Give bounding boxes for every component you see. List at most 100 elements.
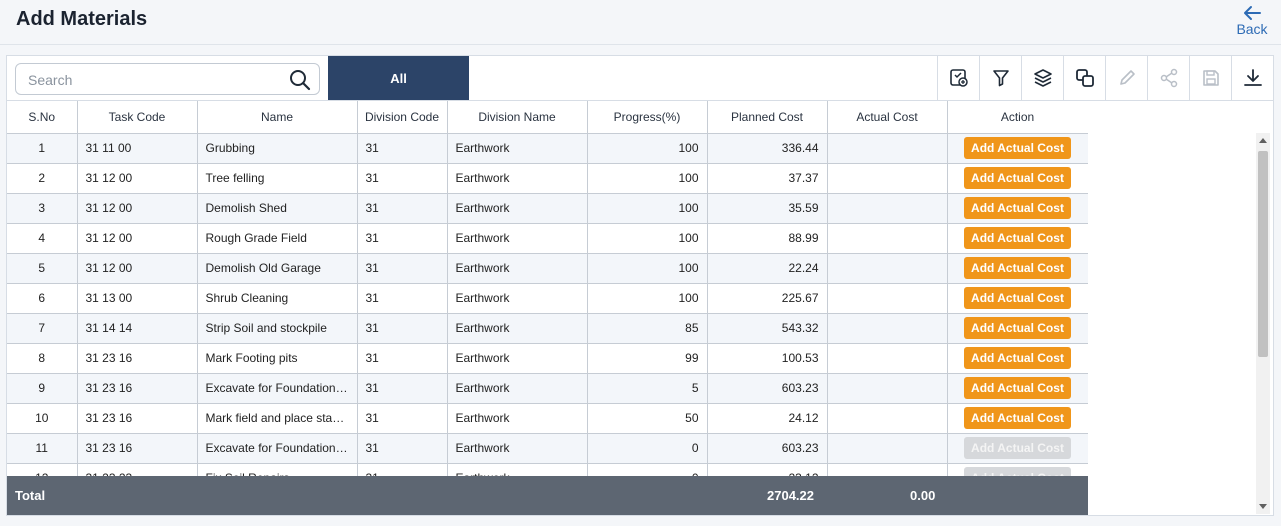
table-row[interactable]: 6 31 13 00 Shrub Cleaning 31 Earthwork 100 225…	[7, 283, 1088, 314]
table-row[interactable]: 10 31 23 16 Mark field and place stakes 31 E…	[7, 403, 1088, 434]
scroll-down-icon[interactable]	[1259, 504, 1267, 509]
cell-sno: 10	[7, 403, 78, 434]
cell-planned-cost: 37.37	[707, 163, 828, 194]
cell-division-code: 31	[357, 403, 448, 434]
cell-progress: 85	[587, 313, 708, 344]
add-actual-cost-button[interactable]: Add Actual Cost	[964, 407, 1071, 429]
table-row[interactable]: 3 31 12 00 Demolish Shed 31 Earthwork 100 35.5…	[7, 193, 1088, 224]
add-actual-cost-button[interactable]: Add Actual Cost	[964, 137, 1071, 159]
share-button[interactable]	[1147, 56, 1189, 100]
copy-button[interactable]	[1063, 56, 1105, 100]
cell-sno: 7	[7, 313, 78, 344]
total-label: Total	[15, 488, 46, 503]
cell-division-name: Earthwork	[447, 373, 588, 404]
search-icon[interactable]	[289, 69, 311, 91]
cell-task-code: 31 12 00	[77, 193, 198, 224]
table-row[interactable]: 8 31 23 16 Mark Footing pits 31 Earthwork 99 1…	[7, 343, 1088, 374]
column-header[interactable]: Planned Cost	[707, 101, 828, 134]
cell-planned-cost: 603.23	[707, 373, 828, 404]
cell-progress: 100	[587, 223, 708, 254]
cell-progress: 100	[587, 193, 708, 224]
cell-sno: 5	[7, 253, 78, 284]
cell-actual-cost	[827, 223, 948, 254]
cell-planned-cost: 225.67	[707, 283, 828, 314]
edit-button[interactable]	[1105, 56, 1147, 100]
cell-action: Add Actual Cost	[947, 163, 1088, 194]
column-header[interactable]: Division Code	[357, 101, 448, 134]
materials-table: S.No Task Code Name Division Code Division N…	[7, 101, 1088, 476]
add-actual-cost-button[interactable]: Add Actual Cost	[964, 377, 1071, 399]
cell-task-code: 31 11 00	[77, 133, 198, 164]
cell-sno: 12	[7, 463, 78, 476]
cell-action: Add Actual Cost	[947, 313, 1088, 344]
scroll-up-icon[interactable]	[1259, 138, 1267, 143]
total-actual-cost: 0.00	[910, 488, 936, 503]
layers-button[interactable]	[1021, 56, 1063, 100]
table-row[interactable]: 11 31 23 16 Excavate for Foundation -... 31…	[7, 433, 1088, 464]
add-actual-cost-button[interactable]: Add Actual Cost	[964, 347, 1071, 369]
cell-sno: 8	[7, 343, 78, 374]
cell-division-name: Earthwork	[447, 313, 588, 344]
table-row[interactable]: 1 31 11 00 Grubbing 31 Earthwork 100 336.44 Add…	[7, 133, 1088, 164]
cell-division-code: 31	[357, 433, 448, 464]
cell-actual-cost	[827, 463, 948, 476]
table-row[interactable]: 2 31 12 00 Tree felling 31 Earthwork 100 37.37…	[7, 163, 1088, 194]
total-planned-cost: 2704.22	[767, 488, 814, 503]
download-icon	[1243, 69, 1262, 86]
back-button[interactable]: Back	[1235, 5, 1269, 37]
cell-planned-cost: 543.32	[707, 313, 828, 344]
materials-table-container: S.No Task Code Name Division Code Division N…	[7, 101, 1088, 476]
add-actual-cost-button[interactable]: Add Actual Cost	[964, 467, 1071, 476]
table-row[interactable]: 7 31 14 14 Strip Soil and stockpile 31 Earth…	[7, 313, 1088, 344]
column-header[interactable]: Division Name	[447, 101, 588, 134]
cell-task-code: 31 23 16	[77, 433, 198, 464]
table-row[interactable]: 5 31 12 00 Demolish Old Garage 31 Earthwork 1…	[7, 253, 1088, 284]
add-actual-cost-button[interactable]: Add Actual Cost	[964, 197, 1071, 219]
column-header[interactable]: Task Code	[77, 101, 198, 134]
cell-sno: 1	[7, 133, 78, 164]
cell-actual-cost	[827, 283, 948, 314]
filter-button[interactable]	[979, 56, 1021, 100]
add-actual-cost-button[interactable]: Add Actual Cost	[964, 167, 1071, 189]
column-header[interactable]: Name	[197, 101, 358, 134]
add-actual-cost-button[interactable]: Add Actual Cost	[964, 287, 1071, 309]
cell-task-code: 31 12 00	[77, 253, 198, 284]
cell-division-name: Earthwork	[447, 343, 588, 374]
import-button[interactable]	[937, 56, 979, 100]
table-row[interactable]: 9 31 23 16 Excavate for Foundation -... 31 E…	[7, 373, 1088, 404]
tab-all[interactable]: All	[328, 56, 469, 100]
column-header[interactable]: S.No	[7, 101, 78, 134]
cell-progress: 100	[587, 133, 708, 164]
search-box	[15, 63, 320, 95]
column-header[interactable]: Action	[947, 101, 1088, 134]
cell-sno: 11	[7, 433, 78, 464]
cell-name: Shrub Cleaning	[197, 283, 358, 314]
add-actual-cost-button[interactable]: Add Actual Cost	[964, 257, 1071, 279]
table-row[interactable]: 4 31 12 00 Rough Grade Field 31 Earthwork 100…	[7, 223, 1088, 254]
cell-division-code: 31	[357, 463, 448, 476]
add-actual-cost-button[interactable]: Add Actual Cost	[964, 227, 1071, 249]
cell-name: Fix Soil Repairs	[197, 463, 358, 476]
cell-division-code: 31	[357, 373, 448, 404]
cell-division-code: 31	[357, 193, 448, 224]
add-actual-cost-button[interactable]: Add Actual Cost	[964, 317, 1071, 339]
cell-division-name: Earthwork	[447, 193, 588, 224]
cell-division-code: 31	[357, 253, 448, 284]
download-button[interactable]	[1231, 56, 1273, 100]
cell-action: Add Actual Cost	[947, 223, 1088, 254]
add-actual-cost-button[interactable]: Add Actual Cost	[964, 437, 1071, 459]
cell-progress: 50	[587, 403, 708, 434]
save-icon	[1202, 70, 1219, 86]
column-header[interactable]: Actual Cost	[827, 101, 948, 134]
scrollbar-thumb[interactable]	[1258, 151, 1268, 357]
cell-planned-cost: 24.12	[707, 403, 828, 434]
edit-icon	[1119, 70, 1135, 85]
column-header[interactable]: Progress(%)	[587, 101, 708, 134]
vertical-scrollbar[interactable]	[1256, 133, 1270, 514]
cell-division-name: Earthwork	[447, 253, 588, 284]
search-input[interactable]	[28, 70, 278, 90]
cell-task-code: 31 23 16	[77, 343, 198, 374]
save-button[interactable]	[1189, 56, 1231, 100]
cell-progress: 100	[587, 253, 708, 284]
